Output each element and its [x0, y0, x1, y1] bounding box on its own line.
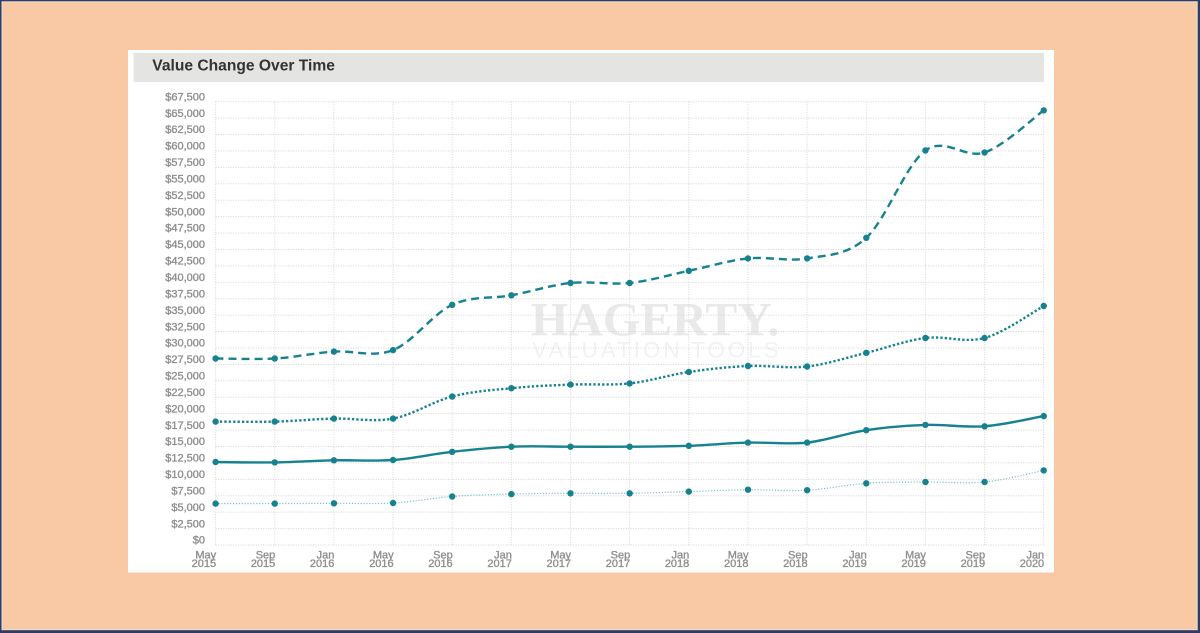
svg-text:$65,000: $65,000	[165, 108, 205, 120]
svg-text:$12,500: $12,500	[165, 453, 205, 465]
svg-text:$22,500: $22,500	[165, 387, 205, 399]
svg-text:2016: 2016	[428, 558, 452, 570]
svg-text:$40,000: $40,000	[165, 272, 205, 284]
svg-text:Jan: Jan	[672, 550, 690, 562]
svg-text:$0: $0	[193, 535, 205, 547]
svg-text:$57,500: $57,500	[165, 157, 205, 169]
svg-text:Sep: Sep	[966, 550, 986, 562]
svg-text:2017: 2017	[487, 558, 511, 570]
svg-text:2017: 2017	[606, 558, 630, 570]
svg-text:$7,500: $7,500	[171, 485, 205, 497]
svg-text:May: May	[728, 550, 749, 562]
svg-text:May: May	[550, 550, 571, 562]
svg-text:Jan: Jan	[849, 550, 867, 562]
svg-text:VALUATION TOOLS: VALUATION TOOLS	[532, 338, 781, 363]
svg-text:$27,500: $27,500	[165, 354, 205, 366]
svg-text:May: May	[905, 550, 926, 562]
svg-text:$15,000: $15,000	[165, 436, 205, 448]
svg-text:Jan: Jan	[1026, 550, 1044, 562]
svg-text:May: May	[195, 550, 216, 562]
svg-text:2020: 2020	[1020, 558, 1044, 570]
svg-text:$25,000: $25,000	[165, 371, 205, 383]
svg-text:2015: 2015	[251, 558, 275, 570]
svg-text:$55,000: $55,000	[165, 174, 205, 186]
svg-text:$2,500: $2,500	[171, 518, 205, 530]
svg-text:2019: 2019	[842, 558, 866, 570]
svg-text:2016: 2016	[310, 558, 334, 570]
svg-text:HAGERTY.: HAGERTY.	[531, 293, 780, 346]
svg-text:Jan: Jan	[494, 550, 512, 562]
svg-text:$42,500: $42,500	[165, 256, 205, 268]
svg-text:Value Change Over Time: Value Change Over Time	[152, 58, 335, 75]
svg-text:$60,000: $60,000	[165, 141, 205, 153]
svg-text:Sep: Sep	[433, 550, 453, 562]
svg-text:$35,000: $35,000	[165, 305, 205, 317]
svg-text:$37,500: $37,500	[165, 288, 205, 300]
svg-text:$10,000: $10,000	[165, 469, 205, 481]
svg-text:$20,000: $20,000	[165, 403, 205, 415]
svg-text:$17,500: $17,500	[165, 420, 205, 432]
svg-text:2018: 2018	[724, 558, 748, 570]
svg-text:$50,000: $50,000	[165, 206, 205, 218]
svg-text:$30,000: $30,000	[165, 338, 205, 350]
svg-text:2017: 2017	[547, 558, 571, 570]
svg-text:$62,500: $62,500	[165, 124, 205, 136]
svg-text:$45,000: $45,000	[165, 239, 205, 251]
svg-text:Sep: Sep	[788, 550, 808, 562]
svg-text:2016: 2016	[369, 558, 393, 570]
svg-text:$47,500: $47,500	[165, 223, 205, 235]
svg-text:$32,500: $32,500	[165, 321, 205, 333]
svg-text:2018: 2018	[783, 558, 807, 570]
svg-text:2018: 2018	[665, 558, 689, 570]
svg-text:$67,500: $67,500	[165, 91, 205, 103]
svg-text:2015: 2015	[192, 558, 216, 570]
svg-text:$52,500: $52,500	[165, 190, 205, 202]
svg-text:Sep: Sep	[256, 550, 276, 562]
svg-text:Jan: Jan	[317, 550, 335, 562]
svg-text:Sep: Sep	[611, 550, 631, 562]
svg-text:$5,000: $5,000	[171, 502, 205, 514]
svg-text:May: May	[373, 550, 394, 562]
svg-text:2019: 2019	[961, 558, 985, 570]
svg-text:2019: 2019	[901, 558, 925, 570]
